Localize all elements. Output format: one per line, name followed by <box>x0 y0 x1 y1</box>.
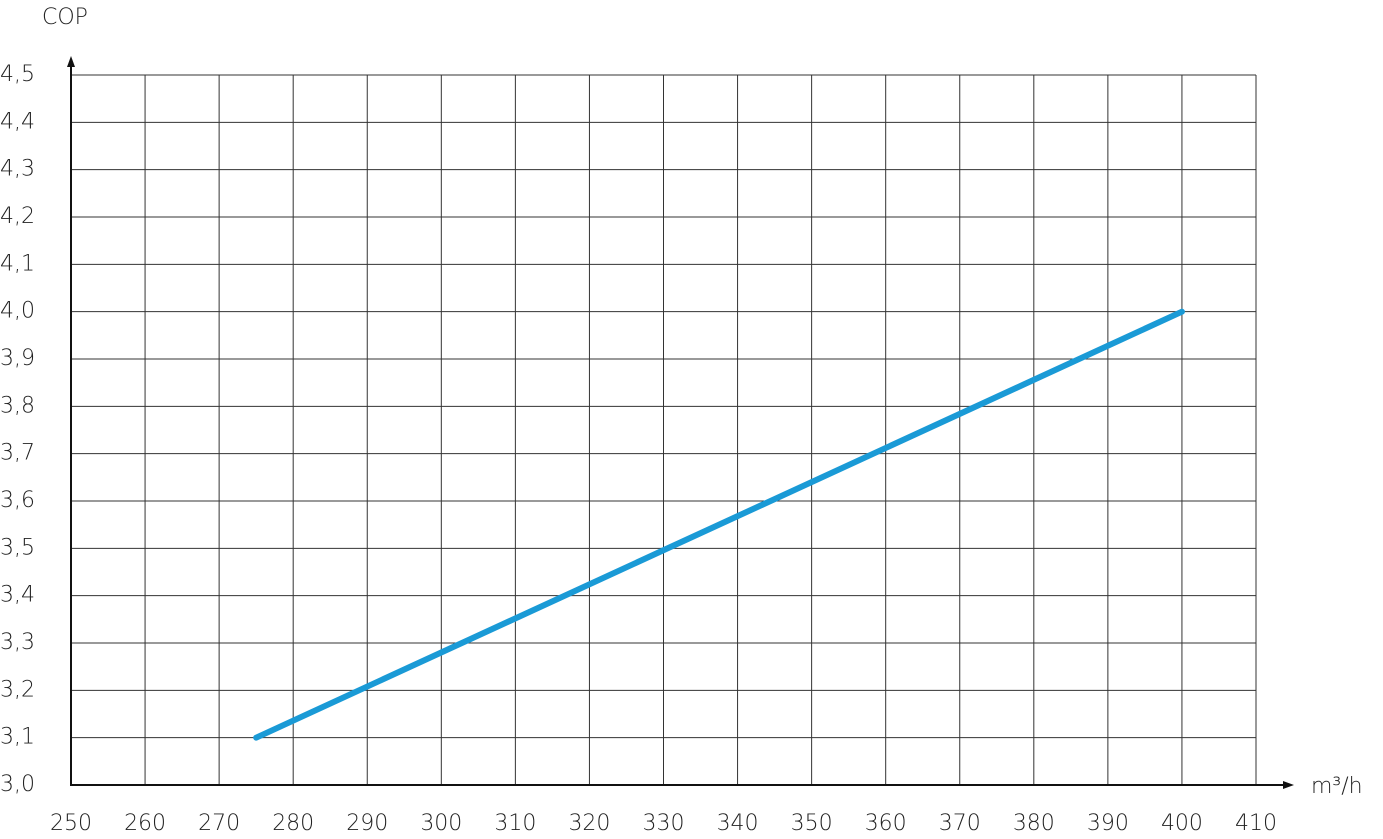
y-tick-label: 4,5 <box>0 62 35 87</box>
y-tick-label: 3,7 <box>0 441 35 466</box>
x-tick-label: 330 <box>643 811 685 836</box>
x-tick-label: 300 <box>420 811 462 836</box>
y-tick-label: 3,8 <box>0 393 35 418</box>
x-tick-label: 410 <box>1235 811 1277 836</box>
x-tick-label: 390 <box>1087 811 1129 836</box>
x-tick-label: 320 <box>568 811 610 836</box>
y-tick-label: 4,3 <box>0 157 35 182</box>
x-tick-label: 250 <box>50 811 92 836</box>
x-tick-label: 270 <box>198 811 240 836</box>
x-tick-label: 400 <box>1161 811 1203 836</box>
y-tick-label: 3,0 <box>0 772 35 797</box>
y-tick-label: 3,9 <box>0 346 35 371</box>
x-tick-label: 360 <box>865 811 907 836</box>
x-axis-arrow <box>1283 781 1294 789</box>
x-tick-label: 340 <box>717 811 759 836</box>
x-axis-label: m³/h <box>1311 774 1363 799</box>
x-tick-label: 310 <box>494 811 536 836</box>
x-tick-label: 290 <box>346 811 388 836</box>
y-axis-label: COP <box>42 5 88 30</box>
y-tick-label: 3,2 <box>0 677 35 702</box>
y-tick-label: 4,4 <box>0 109 35 134</box>
y-tick-label: 3,3 <box>0 630 35 655</box>
y-tick-label: 3,6 <box>0 488 35 513</box>
y-tick-label: 4,0 <box>0 299 35 324</box>
y-tick-label: 3,4 <box>0 583 35 608</box>
y-axis-arrow <box>67 56 75 67</box>
x-tick-label: 370 <box>939 811 981 836</box>
y-tick-label: 4,1 <box>0 251 35 276</box>
x-tick-label: 260 <box>124 811 166 836</box>
y-tick-label: 3,1 <box>0 725 35 750</box>
x-tick-label: 280 <box>272 811 314 836</box>
data-line <box>253 308 1185 741</box>
x-tick-label: 350 <box>791 811 833 836</box>
x-tick-label: 380 <box>1013 811 1055 836</box>
y-tick-label: 4,2 <box>0 204 35 229</box>
y-tick-label: 3,5 <box>0 535 35 560</box>
